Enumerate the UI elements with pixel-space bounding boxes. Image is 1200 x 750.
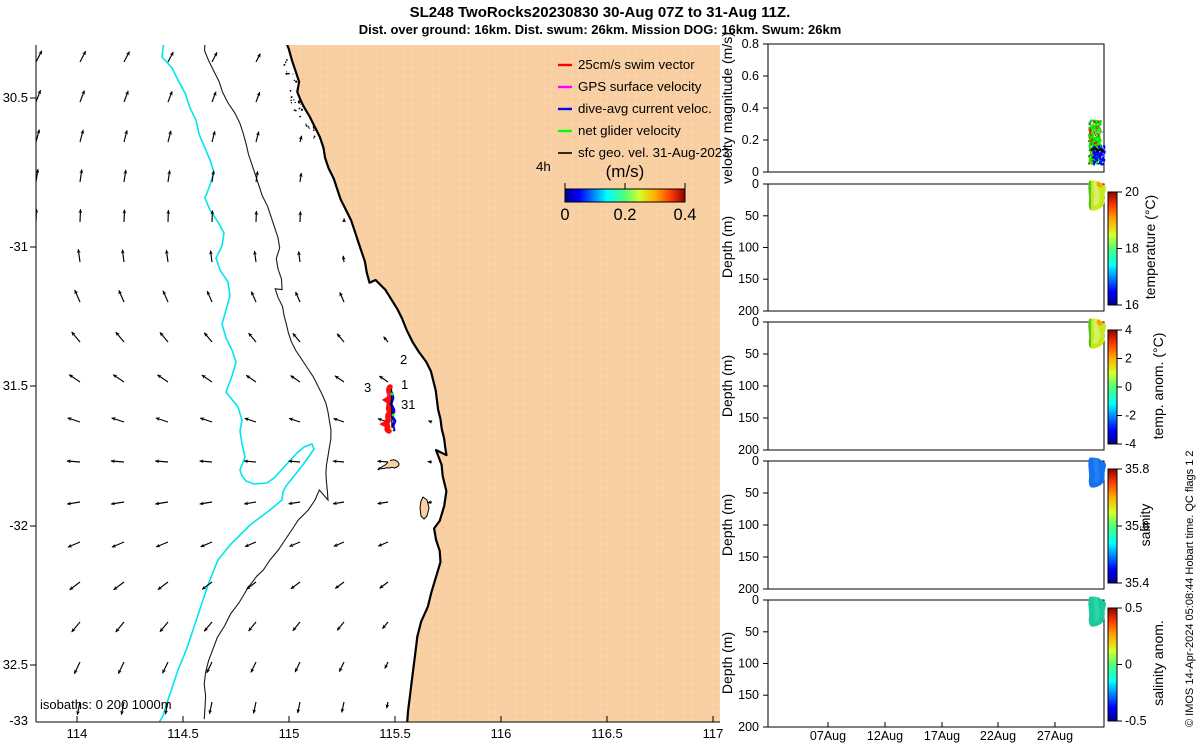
svg-text:50: 50 [745,625,759,639]
svg-text:12Aug: 12Aug [867,729,903,743]
svg-text:27Aug: 27Aug [1037,729,1073,743]
svg-text:temperature (°C): temperature (°C) [1142,195,1158,299]
svg-text:-2: -2 [1125,409,1136,423]
svg-text:0: 0 [752,593,759,607]
svg-text:150: 150 [738,688,759,702]
svg-text:salinity: salinity [1137,504,1153,547]
svg-text:200: 200 [738,720,759,734]
svg-text:50: 50 [745,209,759,223]
svg-text:Depth (m): Depth (m) [719,632,735,694]
svg-text:-0.5: -0.5 [1125,714,1147,728]
svg-text:07Aug: 07Aug [810,729,846,743]
svg-text:100: 100 [738,241,759,255]
svg-text:0.8: 0.8 [742,37,759,51]
svg-text:0.6: 0.6 [742,69,759,83]
svg-text:0: 0 [752,177,759,191]
svg-text:0: 0 [1125,658,1132,672]
svg-text:18: 18 [1125,242,1139,256]
svg-text:20: 20 [1125,185,1139,199]
svg-text:150: 150 [738,411,759,425]
svg-text:salinity anom.: salinity anom. [1150,620,1166,706]
svg-text:22Aug: 22Aug [980,729,1016,743]
svg-text:velocity magnitude (m/s): velocity magnitude (m/s) [719,32,735,184]
svg-text:16: 16 [1125,298,1139,312]
svg-text:0: 0 [1125,380,1132,394]
svg-text:© IMOS 14-Apr-2024 05:08:44 Ho: © IMOS 14-Apr-2024 05:08:44 Hobart time.… [1184,450,1196,727]
svg-text:100: 100 [738,379,759,393]
svg-text:temp. anom. (°C): temp. anom. (°C) [1150,333,1166,440]
svg-text:100: 100 [738,518,759,532]
svg-text:35.4: 35.4 [1125,576,1149,590]
svg-text:-4: -4 [1125,437,1136,451]
svg-text:17Aug: 17Aug [924,729,960,743]
svg-text:0.5: 0.5 [1125,601,1142,615]
svg-text:50: 50 [745,347,759,361]
svg-text:Depth (m): Depth (m) [719,216,735,278]
svg-text:0: 0 [752,315,759,329]
svg-text:0.4: 0.4 [742,101,759,115]
svg-text:50: 50 [745,486,759,500]
svg-text:Depth (m): Depth (m) [719,355,735,417]
svg-text:35.8: 35.8 [1125,462,1149,476]
svg-text:150: 150 [738,550,759,564]
svg-text:0: 0 [752,454,759,468]
svg-text:150: 150 [738,272,759,286]
svg-text:2: 2 [1125,352,1132,366]
svg-text:0.2: 0.2 [742,133,759,147]
svg-text:Depth (m): Depth (m) [719,494,735,556]
svg-text:100: 100 [738,657,759,671]
svg-text:4: 4 [1125,323,1132,337]
